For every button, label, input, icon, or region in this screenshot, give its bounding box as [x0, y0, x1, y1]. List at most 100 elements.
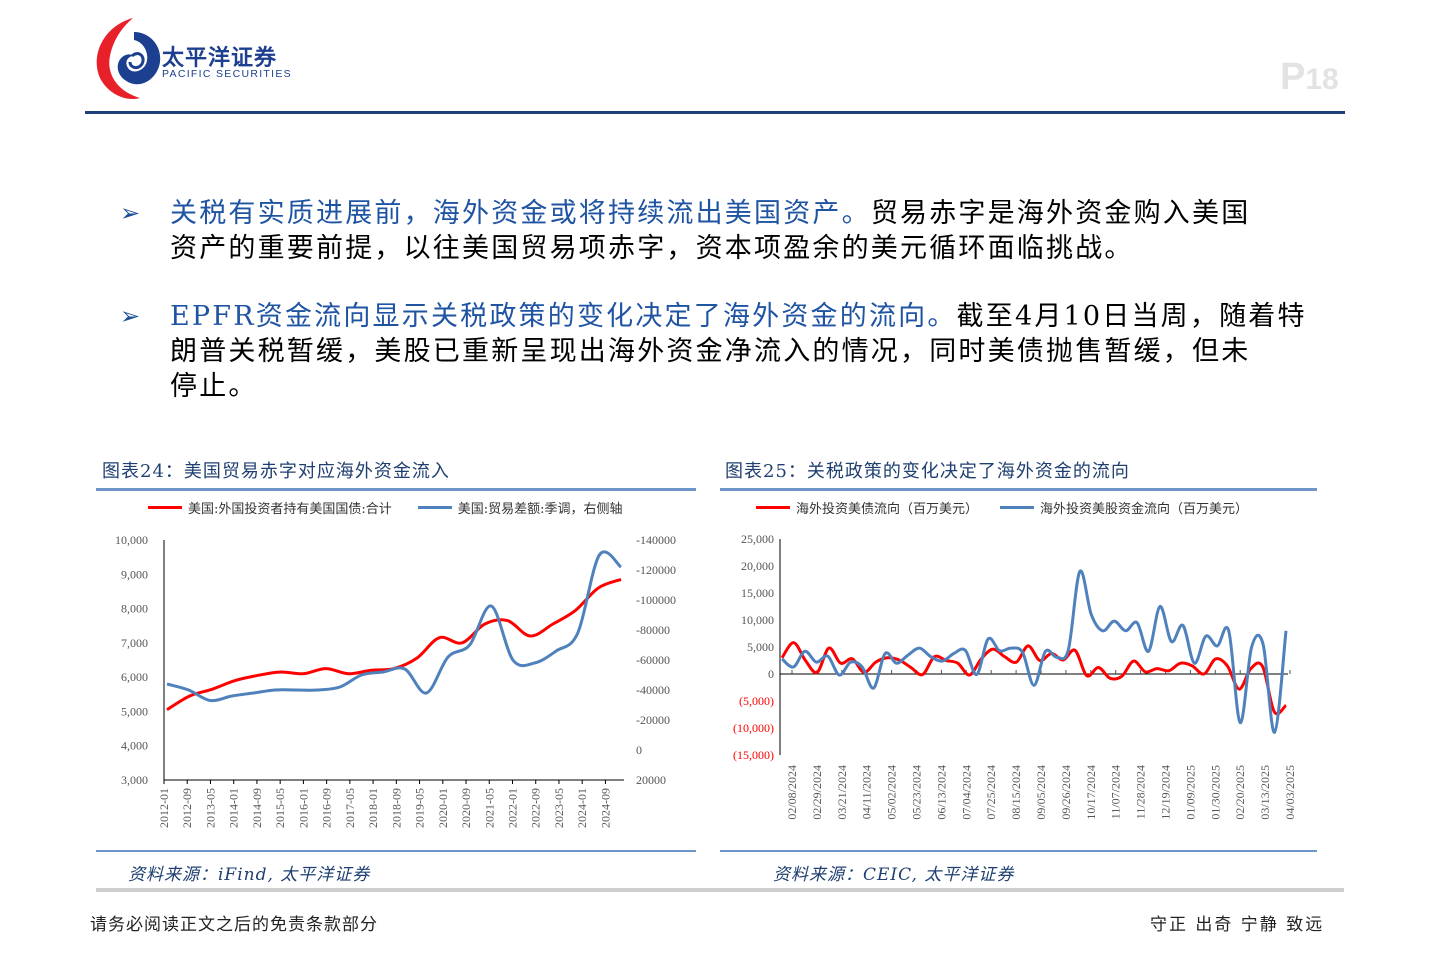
svg-text:2022-01: 2022-01: [505, 788, 519, 828]
chart24-title-rule: [96, 488, 696, 491]
svg-text:-120000: -120000: [636, 563, 676, 577]
header-divider: [85, 111, 1345, 114]
bullet-1-rest: 贸易赤字是海外资金购入美国: [870, 198, 1251, 229]
chart25-title: 图表25：关税政策的变化决定了海外资金的流向: [725, 461, 1130, 482]
chart25-legend-series1: 海外投资美债流向（百万美元）: [796, 502, 979, 517]
chart25-plot: 25,000 20,000 15,000 10,000 5,000 0 (5,000) (10…: [733, 532, 1297, 820]
chart24-legend-series1: 美国:外国投资者持有美国国债:合计: [188, 502, 392, 517]
svg-text:2018-09: 2018-09: [389, 788, 403, 828]
bullet-1-highlight: 关税有实质进展前，海外资金或将持续流出美国资产。: [170, 198, 871, 229]
svg-text:-40000: -40000: [636, 683, 670, 697]
slogan-text: 守正 出奇 宁静 致远: [1150, 915, 1325, 935]
svg-text:-80000: -80000: [636, 623, 670, 637]
brand-name-cn: 太平洋证券: [162, 46, 278, 71]
svg-text:2020-09: 2020-09: [459, 788, 473, 828]
svg-text:05/23/2024: 05/23/2024: [910, 765, 924, 820]
svg-text:08/15/2024: 08/15/2024: [1009, 765, 1023, 820]
svg-text:04/11/2024: 04/11/2024: [860, 765, 874, 819]
brand-name-en: PACIFIC SECURITIES: [162, 68, 292, 80]
svg-text:05/02/2024: 05/02/2024: [885, 765, 899, 820]
svg-text:03/13/2025: 03/13/2025: [1258, 765, 1272, 820]
chart24-title: 图表24：美国贸易赤字对应海外资金流入: [102, 461, 450, 482]
svg-text:25,000: 25,000: [741, 532, 774, 546]
svg-text:04/03/2025: 04/03/2025: [1283, 765, 1297, 820]
legend-swatch-red: [756, 506, 790, 509]
svg-text:06/13/2024: 06/13/2024: [934, 765, 948, 820]
svg-text:10,000: 10,000: [741, 613, 774, 627]
svg-text:2012-09: 2012-09: [180, 788, 194, 828]
svg-text:11/07/2024: 11/07/2024: [1109, 765, 1123, 819]
chart24-legend: 美国:外国投资者持有美国国债:合计 美国:贸易差额:季调，右侧轴: [148, 498, 623, 517]
footer-divider: [96, 888, 1344, 892]
legend-swatch-red: [148, 506, 182, 509]
bullet-2-line3: 停止。: [170, 371, 258, 402]
bullet-2: ➢ EPFR资金流向显示关税政策的变化决定了海外资金的流向。截至4月10日当周，…: [120, 299, 1380, 404]
chart25-title-rule: [720, 488, 1317, 491]
chart25-source-rule: [720, 850, 1317, 852]
svg-text:2020-01: 2020-01: [436, 788, 450, 828]
svg-text:6,000: 6,000: [121, 670, 148, 684]
page-number: P18: [1280, 56, 1339, 98]
svg-text:0: 0: [636, 743, 642, 757]
chart24-plot: 10,000 9,000 8,000 7,000 6,000 5,000 4,000 3,00…: [115, 533, 676, 828]
svg-text:2016-09: 2016-09: [320, 788, 334, 828]
svg-text:2013-05: 2013-05: [203, 788, 217, 828]
company-logo-icon: [96, 18, 161, 100]
chart25-legend-series2: 海外投资美股资金流向（百万美元）: [1040, 502, 1249, 517]
disclaimer-text: 请务必阅读正文之后的免责条款部分: [90, 915, 378, 935]
svg-text:07/25/2024: 07/25/2024: [984, 765, 998, 820]
svg-text:2022-09: 2022-09: [529, 788, 543, 828]
svg-text:11/28/2024: 11/28/2024: [1134, 765, 1148, 819]
svg-text:2014-09: 2014-09: [250, 788, 264, 828]
chart24-source: 资料来源：iFind, 太平洋证券: [128, 865, 371, 885]
svg-text:-140000: -140000: [636, 533, 676, 547]
svg-text:20,000: 20,000: [741, 559, 774, 573]
svg-text:09/05/2024: 09/05/2024: [1034, 765, 1048, 820]
svg-text:7,000: 7,000: [121, 636, 148, 650]
svg-text:2024-09: 2024-09: [598, 788, 612, 828]
svg-text:2023-05: 2023-05: [552, 788, 566, 828]
svg-text:15,000: 15,000: [741, 586, 774, 600]
svg-text:9,000: 9,000: [121, 567, 148, 581]
svg-text:5,000: 5,000: [121, 704, 148, 718]
svg-text:2024-01: 2024-01: [575, 788, 589, 828]
svg-text:5,000: 5,000: [747, 640, 774, 654]
svg-text:0: 0: [768, 667, 774, 681]
chart24-source-rule: [96, 850, 696, 852]
svg-text:2019-05: 2019-05: [413, 788, 427, 828]
chart25-source: 资料来源：CEIC, 太平洋证券: [773, 865, 1015, 885]
svg-text:2014-01: 2014-01: [227, 788, 241, 828]
svg-text:2017-05: 2017-05: [343, 788, 357, 828]
bullet-2-line2: 朗普关税暂缓，美股已重新呈现出海外资金净流入的情况，同时美债抛售暂缓，但未: [170, 336, 1251, 367]
svg-text:8,000: 8,000: [121, 602, 148, 616]
svg-text:02/08/2024: 02/08/2024: [785, 765, 799, 820]
svg-text:12/19/2024: 12/19/2024: [1159, 765, 1173, 820]
svg-text:02/20/2025: 02/20/2025: [1233, 765, 1247, 820]
legend-swatch-blue: [417, 506, 452, 509]
arrow-bullet-icon: ➢: [120, 199, 143, 227]
svg-text:07/04/2024: 07/04/2024: [959, 765, 973, 820]
svg-text:-60000: -60000: [636, 653, 670, 667]
svg-text:-20000: -20000: [636, 713, 670, 727]
legend-swatch-blue: [1000, 506, 1035, 509]
svg-text:20000: 20000: [636, 773, 666, 787]
svg-text:(15,000): (15,000): [733, 748, 774, 762]
svg-text:10/17/2024: 10/17/2024: [1084, 765, 1098, 820]
svg-text:4,000: 4,000: [121, 739, 148, 753]
svg-text:2016-01: 2016-01: [296, 788, 310, 828]
svg-text:09/26/2024: 09/26/2024: [1059, 765, 1073, 820]
bullet-2-rest: 截至4月10日当周，随着特: [956, 301, 1307, 332]
svg-text:(5,000): (5,000): [739, 694, 774, 708]
svg-text:01/09/2025: 01/09/2025: [1183, 765, 1197, 820]
bullet-1-line2: 资产的重要前提，以往美国贸易项赤字，资本项盈余的美元循环面临挑战。: [170, 233, 1134, 264]
svg-text:01/30/2025: 01/30/2025: [1208, 765, 1222, 820]
svg-text:2021-05: 2021-05: [482, 788, 496, 828]
svg-text:-100000: -100000: [636, 593, 676, 607]
svg-text:(10,000): (10,000): [733, 721, 774, 735]
arrow-bullet-icon: ➢: [120, 302, 143, 330]
bullet-1: ➢ 关税有实质进展前，海外资金或将持续流出美国资产。贸易赤字是海外资金购入美国资…: [120, 196, 1380, 266]
chart24-legend-series2: 美国:贸易差额:季调，右侧轴: [457, 502, 623, 517]
svg-text:3,000: 3,000: [121, 773, 148, 787]
svg-text:2018-01: 2018-01: [366, 788, 380, 828]
svg-text:02/29/2024: 02/29/2024: [810, 765, 824, 820]
